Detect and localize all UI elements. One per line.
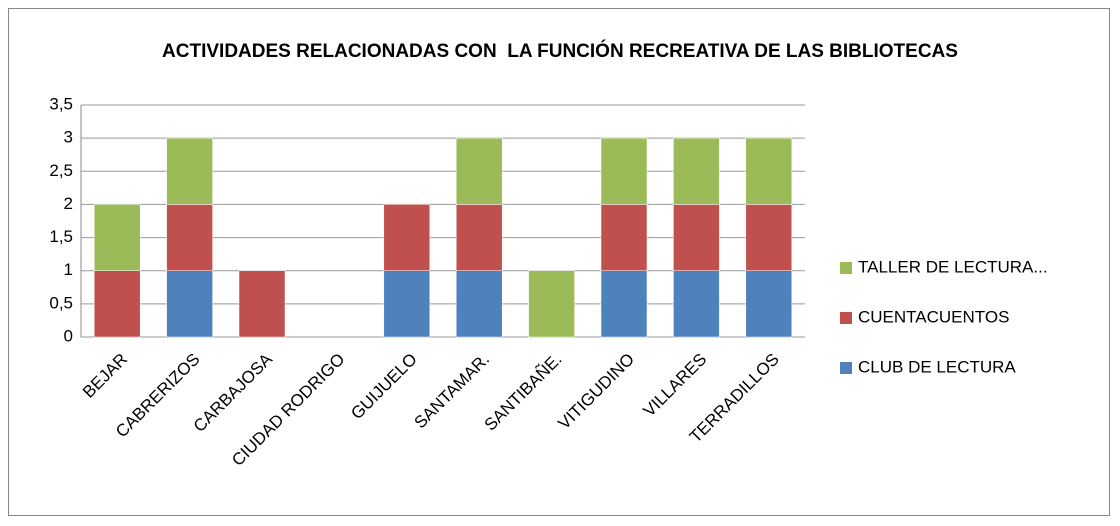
y-tick-label: 0,5 bbox=[49, 293, 73, 312]
bar-segment bbox=[93, 270, 141, 338]
bar-segment bbox=[93, 204, 141, 271]
bar-segment bbox=[238, 270, 286, 338]
bar-segment bbox=[455, 270, 503, 338]
bar-segment bbox=[600, 137, 648, 205]
y-tick-label: 1,5 bbox=[49, 227, 73, 246]
x-tick-label: SANTIBAÑE. bbox=[481, 350, 566, 435]
x-tick-label: BEJAR bbox=[79, 350, 131, 402]
bar-segment bbox=[673, 204, 720, 271]
bar-segment bbox=[383, 204, 431, 271]
legend-swatch bbox=[840, 312, 852, 324]
chart-title: ACTIVIDADES RELACIONADAS CON LA FUNCIÓN … bbox=[162, 41, 958, 62]
y-tick-label: 3 bbox=[64, 128, 73, 147]
bar-segment bbox=[455, 204, 503, 271]
legend-label: TALLER DE LECTURA... bbox=[858, 257, 1048, 276]
legend-label: CLUB DE LECTURA bbox=[858, 357, 1016, 376]
y-tick-label: 0 bbox=[64, 326, 73, 345]
bar-segment bbox=[455, 137, 503, 205]
y-tick-label: 2,5 bbox=[49, 161, 73, 180]
bar-segment bbox=[166, 204, 213, 271]
x-tick-label: VITIGUDINO bbox=[554, 350, 638, 434]
legend-swatch bbox=[840, 362, 852, 374]
chart-border bbox=[8, 8, 1110, 516]
y-tick-label: 1 bbox=[64, 260, 73, 279]
x-tick-label: VILLARES bbox=[640, 350, 711, 421]
bar-segment bbox=[673, 137, 720, 205]
bar-segment bbox=[383, 270, 431, 338]
bar-segment bbox=[600, 204, 648, 271]
bar-segment bbox=[745, 137, 793, 205]
legend-swatch bbox=[840, 262, 852, 274]
bar-segment bbox=[166, 270, 213, 338]
legend-label: CUENTACUENTOS bbox=[858, 307, 1009, 326]
x-tick-label: GUIJUELO bbox=[347, 350, 421, 424]
bar-segment bbox=[528, 270, 575, 338]
bar-segment bbox=[673, 270, 720, 338]
y-tick-label: 2 bbox=[64, 194, 73, 213]
bar-segment bbox=[745, 204, 793, 271]
y-tick-label: 3,5 bbox=[49, 94, 73, 113]
bar-segment bbox=[166, 137, 213, 205]
bar-segment bbox=[745, 270, 793, 338]
bar-segment bbox=[600, 270, 648, 338]
